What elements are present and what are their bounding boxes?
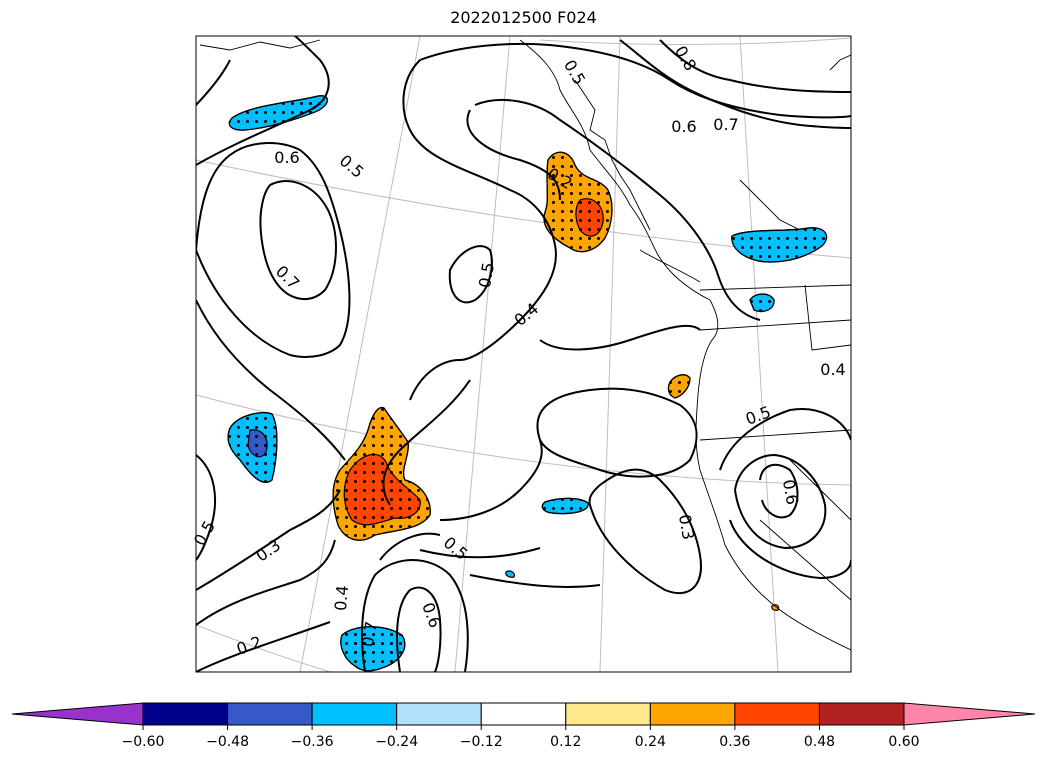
colorbar-segment bbox=[227, 702, 313, 726]
colorbar-tick-label: −0.36 bbox=[290, 734, 334, 750]
contour-label: 0.3 bbox=[252, 535, 284, 565]
coastline bbox=[199, 39, 851, 651]
colorbar-segment bbox=[311, 702, 398, 726]
contour-label: 0.3 bbox=[675, 513, 698, 541]
colorbar-segment bbox=[480, 702, 567, 726]
colorbar-tick-label: 0.12 bbox=[550, 734, 582, 750]
contour-label: 0.7 bbox=[272, 262, 303, 293]
contour-label: 0.5 bbox=[560, 56, 589, 88]
contour-label: 0.6 bbox=[274, 148, 299, 167]
colorbar-tick-label: −0.48 bbox=[206, 734, 249, 750]
colorbar-segment bbox=[565, 702, 651, 726]
colorbar-segment bbox=[818, 702, 905, 726]
contour-label: 0.5 bbox=[336, 151, 368, 182]
contour-label-layer: 0.80.70.60.50.6 0.50.70.20.50.40.40.50.60… bbox=[190, 42, 846, 658]
colorbar-segment bbox=[649, 702, 736, 726]
graticule bbox=[196, 36, 851, 672]
colorbar-tick-label: −0.24 bbox=[375, 734, 419, 750]
contour-label: 0.6 bbox=[671, 117, 696, 136]
contour-label: 0.4 bbox=[331, 585, 352, 612]
colorbar-tick-label: −0.12 bbox=[459, 734, 503, 750]
contour-label: 0.2 bbox=[234, 632, 264, 659]
contour-label: 0.7 bbox=[358, 620, 381, 648]
colorbar-extend-max bbox=[903, 702, 1036, 726]
map-title: 2022012500 F024 bbox=[450, 8, 597, 27]
contour-label: 0.5 bbox=[475, 261, 498, 289]
colorbar-tick-label: 0.48 bbox=[803, 734, 836, 750]
colorbar bbox=[11, 702, 1036, 730]
colorbar-tick-label: 0.24 bbox=[634, 734, 666, 750]
colorbar-extend-min bbox=[11, 702, 144, 726]
contour-label: 0.4 bbox=[820, 360, 845, 379]
contour-label: 0.5 bbox=[190, 517, 219, 549]
contour-lines bbox=[196, 36, 851, 672]
map-frame bbox=[195, 35, 852, 673]
colorbar-tick-label: 0.60 bbox=[888, 734, 920, 750]
contour-label: 0.5 bbox=[743, 402, 773, 429]
colorbar-tick-label: −0.60 bbox=[121, 734, 165, 750]
colorbar-segment bbox=[734, 702, 820, 726]
colorbar-segment bbox=[142, 702, 229, 726]
contour-label: 0.6 bbox=[779, 478, 802, 506]
contour-label: 0.7 bbox=[713, 115, 738, 134]
shaded-regions bbox=[227, 95, 828, 672]
colorbar-tick-label: 0.36 bbox=[719, 734, 751, 750]
colorbar-segment bbox=[396, 702, 482, 726]
